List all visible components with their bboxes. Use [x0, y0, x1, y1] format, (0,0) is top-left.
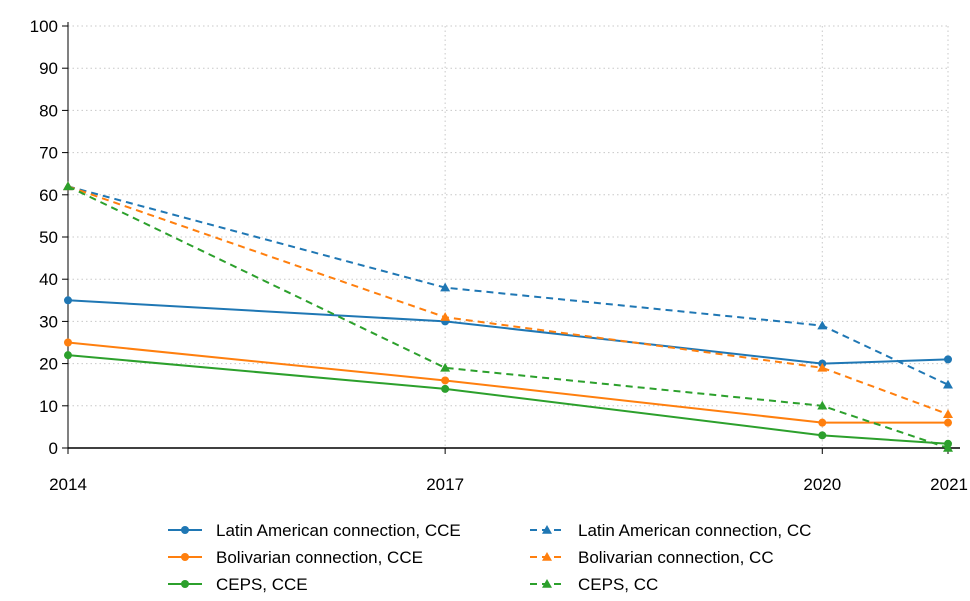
axes: 0 10 20 30 40 50 60 70 80 90 100 2014 2017 2020 2021 — [30, 17, 968, 494]
legend-label: Latin American connection, CC — [578, 521, 811, 540]
legend-label: Latin American connection, CCE — [216, 521, 461, 540]
data-point — [440, 312, 451, 321]
legend-label: Bolivarian connection, CCE — [216, 548, 423, 567]
data-point — [943, 379, 953, 389]
data-point — [441, 376, 450, 385]
data-point — [818, 418, 827, 427]
series-6 — [63, 181, 953, 452]
data-point — [441, 384, 450, 393]
data-point — [64, 338, 72, 347]
data-point — [818, 431, 827, 440]
legend-label: CEPS, CC — [578, 575, 658, 594]
legend-swatch-marker — [542, 525, 552, 534]
data-point — [64, 296, 72, 305]
data-point — [817, 400, 828, 410]
series-line — [67, 185, 949, 416]
series-4 — [63, 181, 953, 418]
y-tick-label: 30 — [39, 312, 58, 331]
legend-label: Bolivarian connection, CC — [578, 548, 774, 567]
legend-label: CEPS, CCE — [216, 575, 308, 594]
series-3 — [64, 338, 952, 427]
data-point — [440, 362, 451, 372]
series-2 — [63, 181, 953, 389]
legend-swatch-marker — [542, 552, 552, 561]
y-tick-label: 90 — [39, 59, 58, 78]
data-point — [817, 320, 828, 330]
series-5 — [64, 351, 952, 448]
y-tick-label: 100 — [30, 17, 58, 36]
grid — [67, 25, 949, 448]
series-line — [67, 185, 949, 449]
series-line — [67, 341, 948, 424]
series-1 — [64, 296, 952, 368]
legend-item: Bolivarian connection, CC — [530, 548, 774, 567]
data-point — [440, 282, 451, 292]
y-tick-label: 10 — [39, 397, 58, 416]
y-tick-label: 50 — [39, 228, 58, 247]
data-point — [817, 362, 828, 372]
legend-item: CEPS, CCE — [168, 575, 308, 594]
legend-swatch-marker — [181, 580, 189, 588]
legend-swatch-marker — [181, 526, 189, 534]
legend-item: Latin American connection, CCE — [168, 521, 461, 540]
y-tick-label: 70 — [39, 144, 58, 163]
data-point — [943, 409, 953, 418]
legend: Latin American connection, CCE Bolivarian… — [168, 521, 811, 594]
data-point — [943, 443, 953, 452]
legend-item: CEPS, CC — [530, 575, 658, 594]
y-tick-label: 60 — [39, 186, 58, 205]
data-point — [944, 355, 952, 364]
x-tick-label: 2021 — [930, 475, 968, 494]
x-tick-label: 2020 — [803, 475, 841, 494]
legend-item: Latin American connection, CC — [530, 521, 811, 540]
y-tick-label: 0 — [49, 439, 58, 458]
series-group — [63, 181, 953, 452]
series-line — [67, 299, 949, 365]
data-point — [63, 181, 73, 191]
data-point — [944, 418, 952, 427]
y-tick-label: 20 — [39, 355, 58, 374]
legend-item: Bolivarian connection, CCE — [168, 548, 423, 567]
y-tick-label: 40 — [39, 270, 58, 289]
series-line — [67, 354, 949, 445]
legend-swatch-marker — [181, 553, 189, 561]
x-tick-label: 2017 — [426, 475, 464, 494]
series-line — [67, 185, 949, 386]
legend-swatch-marker — [542, 579, 552, 588]
y-tick-label: 80 — [39, 101, 58, 120]
x-tick-label: 2014 — [49, 475, 87, 494]
data-point — [64, 351, 72, 360]
